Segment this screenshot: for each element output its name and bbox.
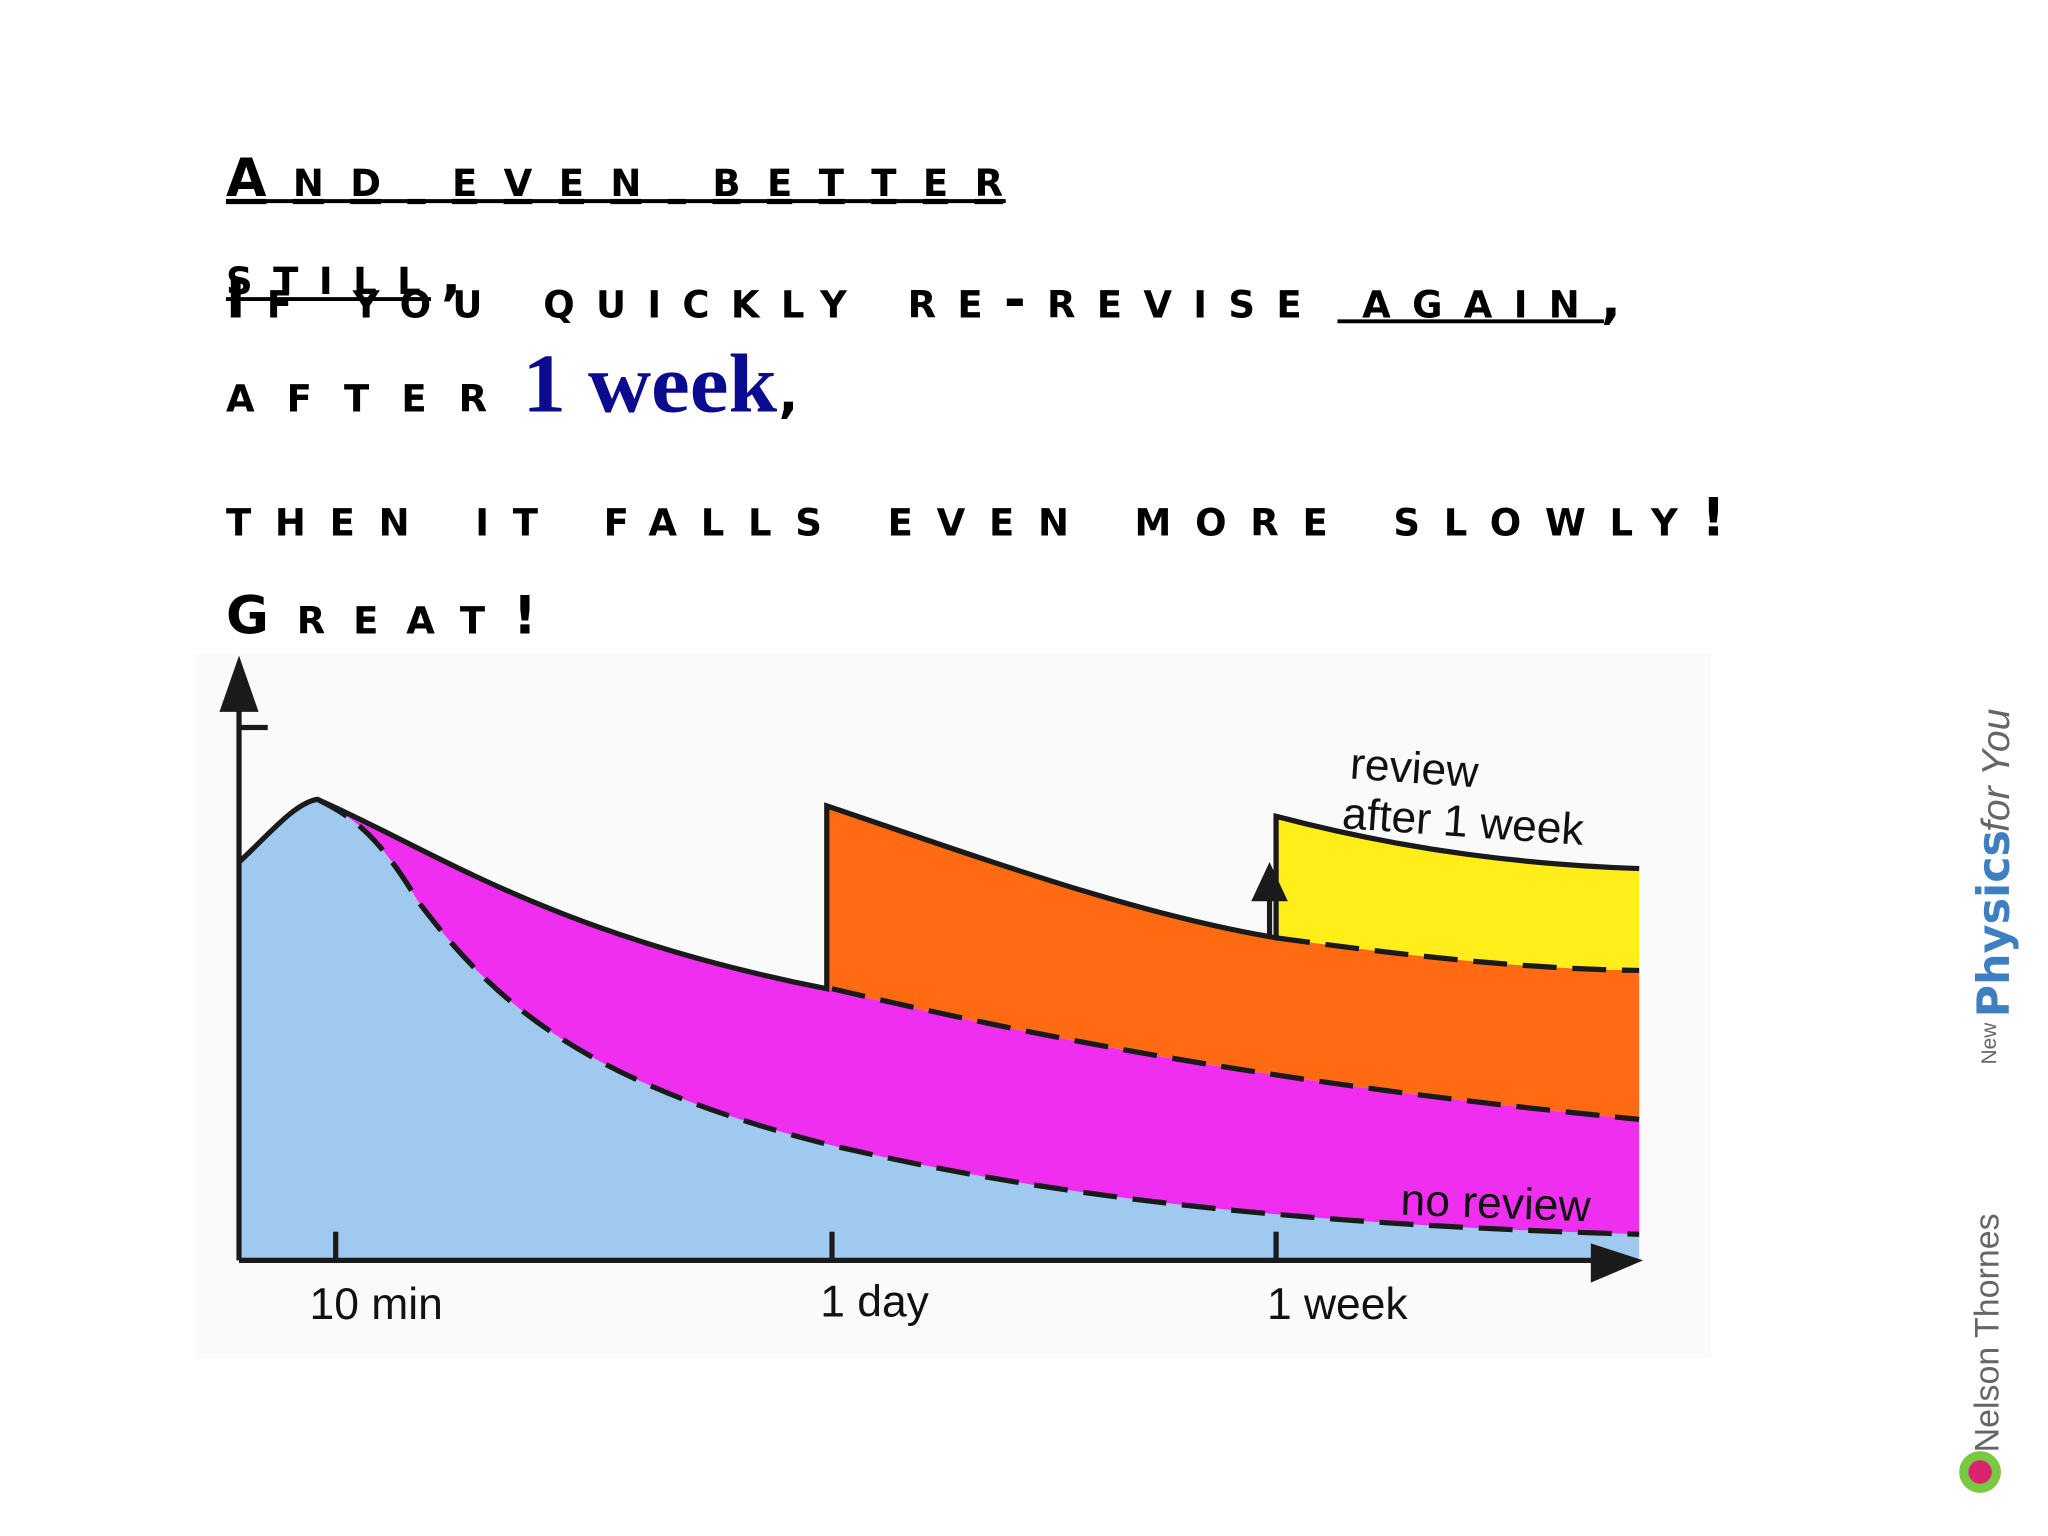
- curve-label: no review: [1400, 1176, 1593, 1232]
- punctuation: ,: [1601, 270, 1621, 330]
- dashed-curve: [316, 796, 1640, 1237]
- review-1day-area: [826, 805, 1640, 1120]
- dashed-curve: [1275, 935, 1640, 974]
- emphasis: 1 week: [522, 338, 777, 430]
- body-text: Great!: [226, 586, 537, 646]
- publisher-logo: [1968, 1460, 1992, 1484]
- curves: [236, 698, 1640, 1264]
- brand-name: Physics: [1969, 830, 2020, 1017]
- y-axis-arrow: [219, 655, 259, 712]
- review-arrow-head: [1251, 862, 1288, 902]
- x-label: 1 day: [820, 1278, 929, 1327]
- review-1week-area: [1276, 816, 1640, 971]
- no-review-area: [239, 799, 1640, 1261]
- title-line: And even better: [226, 149, 1003, 209]
- dashed-curve: [831, 986, 1640, 1122]
- brand-series: New: [1978, 1022, 2001, 1065]
- body-text: then it falls even more slowly!: [226, 489, 1725, 549]
- brand-suffix: for You: [1975, 709, 2018, 832]
- brand-logo: New Physics for You: [1969, 709, 2020, 1065]
- curve-label: review: [1349, 740, 1481, 798]
- x-label: 1 week: [1267, 1280, 1408, 1329]
- forgetting-diagram: review after 1 week no review 10 min 1 d…: [195, 653, 1712, 1359]
- body-text: after: [226, 364, 487, 424]
- x-axis-arrow: [1590, 1243, 1644, 1283]
- review-10min-area: [317, 799, 1640, 1235]
- publisher: Nelson Thornes: [1968, 1213, 2006, 1452]
- punctuation: ,: [778, 364, 798, 424]
- x-label: 10 min: [310, 1280, 443, 1329]
